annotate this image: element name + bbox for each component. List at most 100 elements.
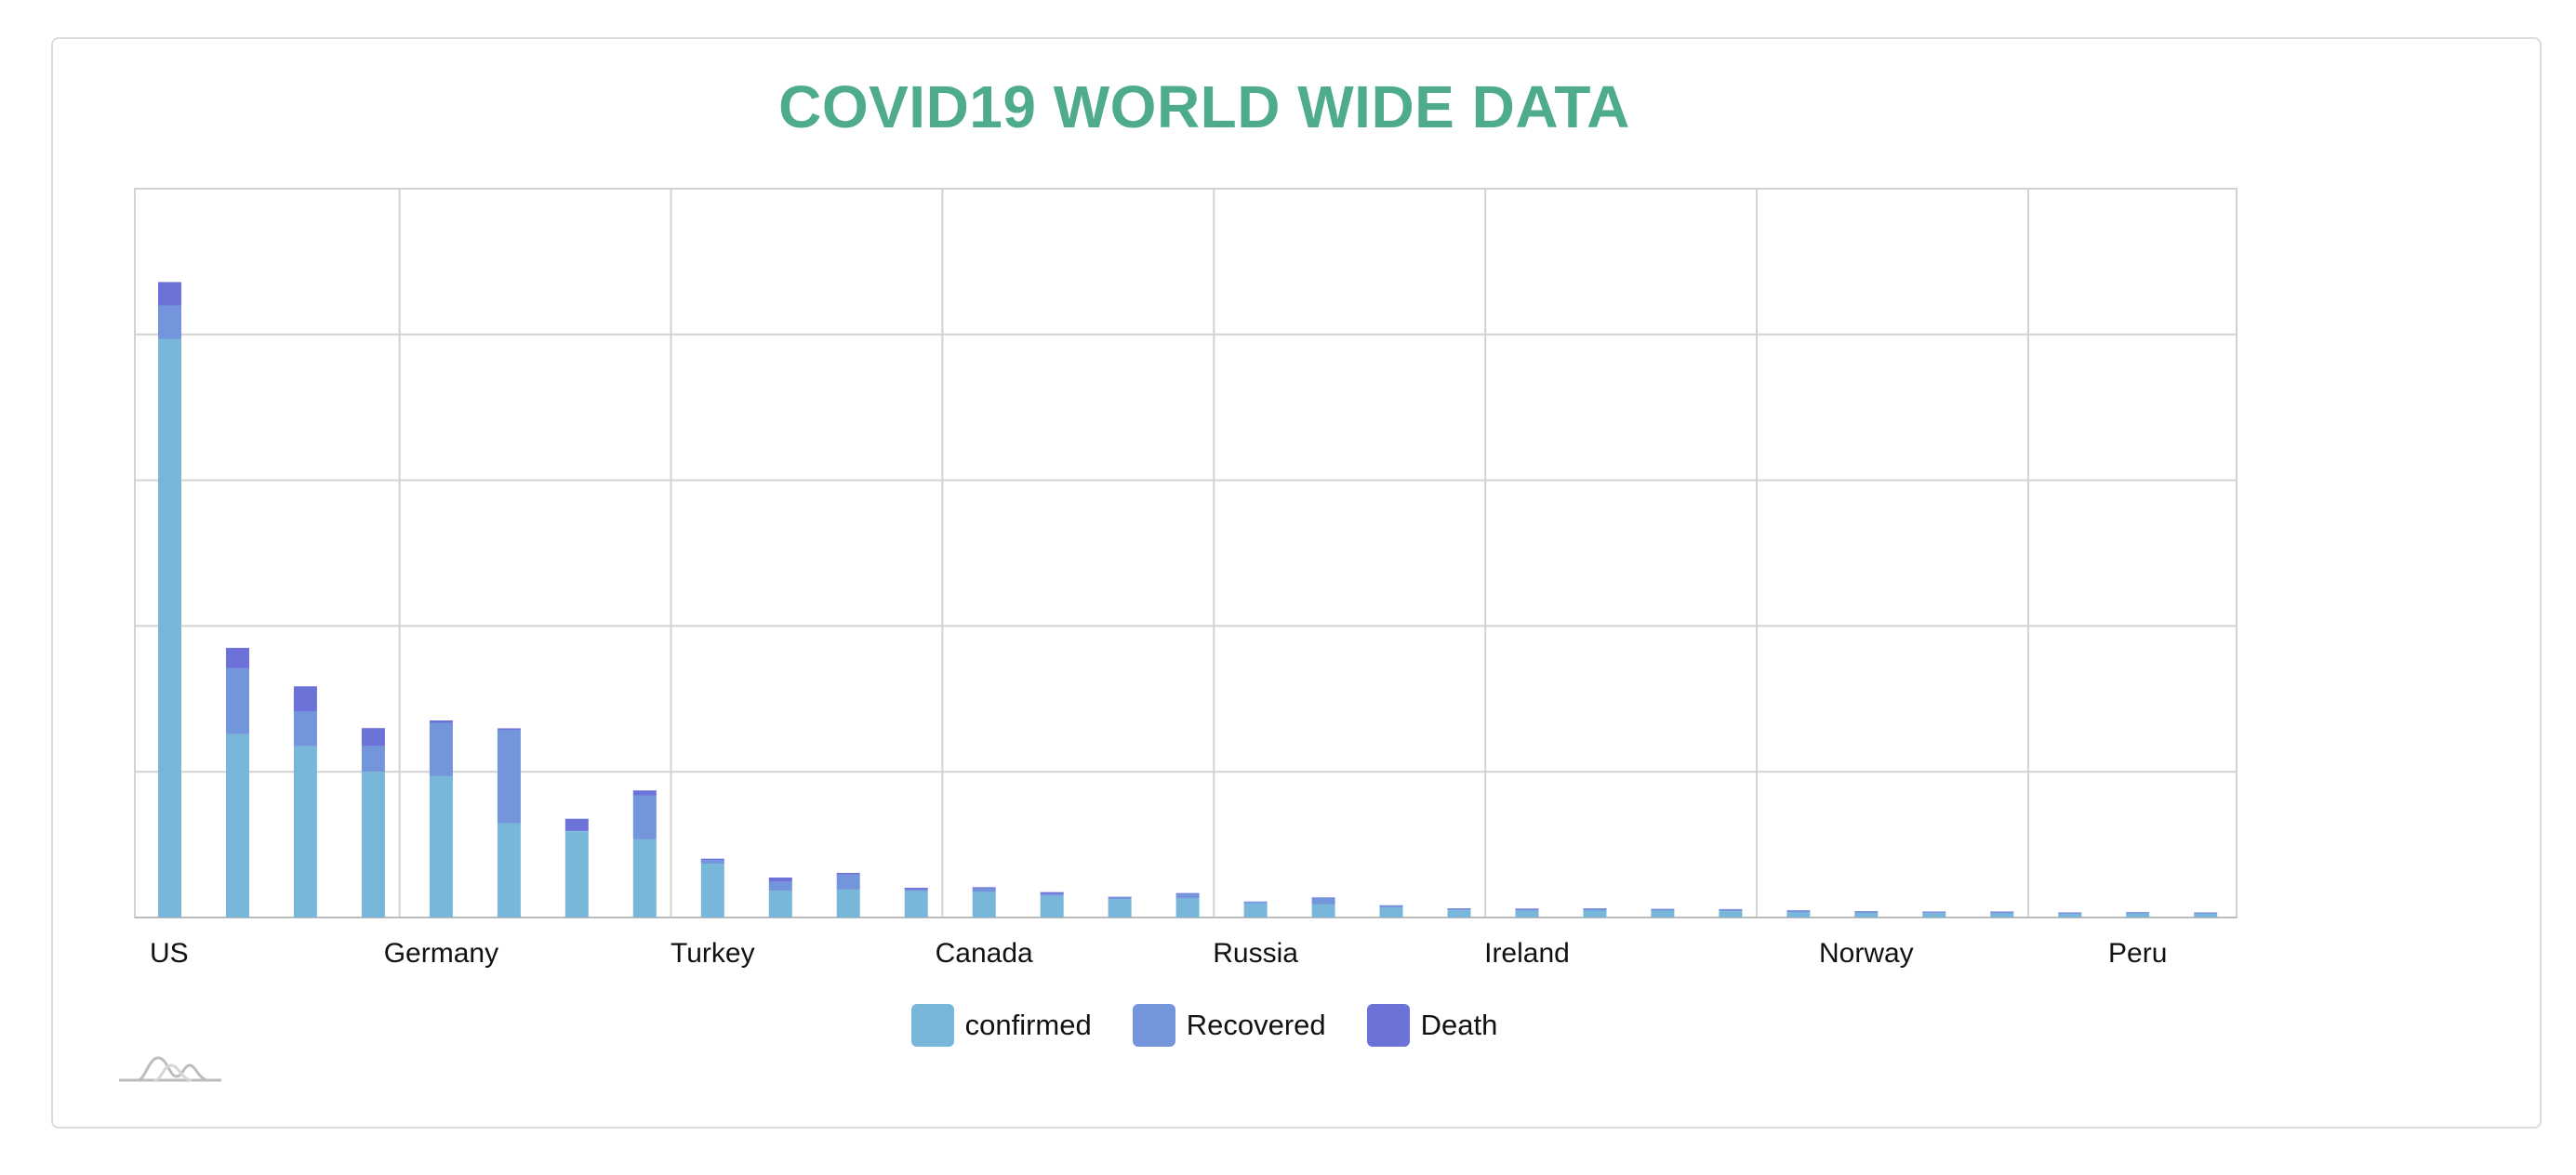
bar-death-sweden xyxy=(1379,904,1403,906)
bar-confirmed-denmark xyxy=(1990,913,2014,918)
legend-label: Death xyxy=(1420,1009,1498,1041)
bar-recovered-south-korea xyxy=(1447,908,1471,911)
bar-confirmed-india xyxy=(1583,910,1607,918)
bar-recovered-denmark xyxy=(1990,911,2014,914)
bar-death-uk xyxy=(564,818,589,831)
bar-confirmed-ecuador xyxy=(1651,910,1675,918)
bar-recovered-spain xyxy=(226,667,249,734)
bar-confirmed-france xyxy=(361,772,385,918)
legend-swatch xyxy=(1132,1004,1175,1047)
bar-recovered-china xyxy=(497,730,521,824)
legend-swatch xyxy=(1366,1004,1410,1047)
bar-recovered-austria xyxy=(1175,893,1200,898)
legend-item-death[interactable]: Death xyxy=(1366,1004,1498,1047)
bar-recovered-poland xyxy=(1786,910,1811,913)
bar-recovered-switzerland xyxy=(836,874,860,890)
x-tick-label: Russia xyxy=(1213,938,1298,969)
bar-confirmed-norway xyxy=(1854,913,1879,918)
bar-death-netherlands xyxy=(904,888,928,890)
bar-death-turkey xyxy=(700,858,724,861)
bar-confirmed-germany xyxy=(429,775,453,918)
x-tick-label: Peru xyxy=(2108,938,2167,969)
bar-confirmed-sweden xyxy=(1379,907,1403,918)
bar-confirmed-austria xyxy=(1175,898,1200,918)
bar-confirmed-peru xyxy=(2126,913,2150,918)
bar-death-switzerland xyxy=(836,873,860,875)
amcharts-logo-icon xyxy=(119,1056,221,1082)
bar-confirmed-switzerland xyxy=(836,889,860,918)
bar-recovered-germany xyxy=(429,722,453,776)
bar-death-canada xyxy=(972,887,996,889)
bar-confirmed-romania xyxy=(2058,914,2082,918)
bar-recovered-chile xyxy=(1719,909,1743,912)
chart-card xyxy=(51,37,2542,1129)
bar-confirmed-belgium xyxy=(768,891,792,918)
bar-death-us xyxy=(158,282,181,306)
bar-recovered-japan xyxy=(1922,911,1946,914)
x-tick-label: Turkey xyxy=(671,938,755,969)
legend-item-confirmed[interactable]: confirmed xyxy=(910,1004,1092,1047)
bar-confirmed-brazil xyxy=(1040,895,1064,918)
bar-confirmed-canada xyxy=(972,891,996,918)
bar-recovered-israel xyxy=(1311,898,1335,904)
bar-confirmed-south-korea xyxy=(1447,910,1471,918)
bar-recovered-turkey xyxy=(700,860,724,864)
bar-recovered-ireland xyxy=(1515,908,1539,911)
x-tick-label: Ireland xyxy=(1484,938,1570,969)
bar-recovered-czechia xyxy=(2194,912,2218,914)
bar-recovered-us xyxy=(158,305,181,339)
bar-death-germany xyxy=(429,720,453,723)
bar-death-iran xyxy=(632,790,657,796)
bar-death-italy xyxy=(293,686,317,711)
x-tick-label: Canada xyxy=(936,938,1033,969)
bar-death-belgium xyxy=(768,878,792,882)
legend-label: Recovered xyxy=(1186,1009,1326,1041)
bar-recovered-france xyxy=(361,746,385,772)
bar-death-spain xyxy=(226,647,249,668)
bar-death-france xyxy=(361,728,385,746)
legend-swatch xyxy=(910,1004,954,1047)
bar-recovered-netherlands xyxy=(904,889,928,891)
bar-confirmed-us xyxy=(158,338,181,918)
chart-legend: confirmed Recovered Death xyxy=(0,1004,2409,1047)
bar-confirmed-uk xyxy=(564,831,589,918)
bar-confirmed-czechia xyxy=(2194,913,2218,918)
bar-confirmed-japan xyxy=(1922,913,1946,918)
bar-death-israel xyxy=(1311,897,1335,898)
bar-death-brazil xyxy=(1040,891,1064,894)
bar-confirmed-chile xyxy=(1719,911,1743,918)
bar-confirmed-poland xyxy=(1786,912,1811,918)
bar-recovered-norway xyxy=(1854,911,1879,913)
bar-recovered-canada xyxy=(972,888,996,892)
bar-recovered-italy xyxy=(293,711,317,746)
legend-label: confirmed xyxy=(964,1009,1092,1041)
bar-recovered-brazil xyxy=(1040,893,1064,896)
bar-confirmed-israel xyxy=(1311,904,1335,918)
x-tick-label: Norway xyxy=(1819,938,1914,969)
bar-recovered-belgium xyxy=(768,881,792,891)
legend-item-recovered[interactable]: Recovered xyxy=(1132,1004,1326,1047)
bar-confirmed-spain xyxy=(226,733,249,918)
bar-recovered-portugal xyxy=(1108,897,1132,900)
bar-confirmed-portugal xyxy=(1108,899,1132,918)
bar-confirmed-iran xyxy=(632,839,657,918)
bar-confirmed-ireland xyxy=(1515,910,1539,918)
bar-recovered-iran xyxy=(632,795,657,839)
bar-recovered-india xyxy=(1583,908,1607,911)
chart-title: COVID19 WORLD WIDE DATA xyxy=(778,73,1630,140)
bar-death-austria xyxy=(1175,892,1200,894)
bar-confirmed-china xyxy=(497,823,521,918)
bar-confirmed-italy xyxy=(293,746,317,918)
x-tick-label: Germany xyxy=(384,938,498,969)
bar-death-china xyxy=(497,728,521,731)
bar-recovered-ecuador xyxy=(1651,908,1675,911)
x-tick-label: US xyxy=(150,938,189,969)
bar-recovered-romania xyxy=(2058,912,2082,915)
bar-confirmed-netherlands xyxy=(904,891,928,918)
bar-confirmed-turkey xyxy=(700,864,724,918)
bar-death-ireland xyxy=(1515,908,1539,909)
bar-confirmed-russia xyxy=(1243,903,1268,918)
bar-recovered-russia xyxy=(1243,902,1268,904)
bar-recovered-peru xyxy=(2126,912,2150,914)
